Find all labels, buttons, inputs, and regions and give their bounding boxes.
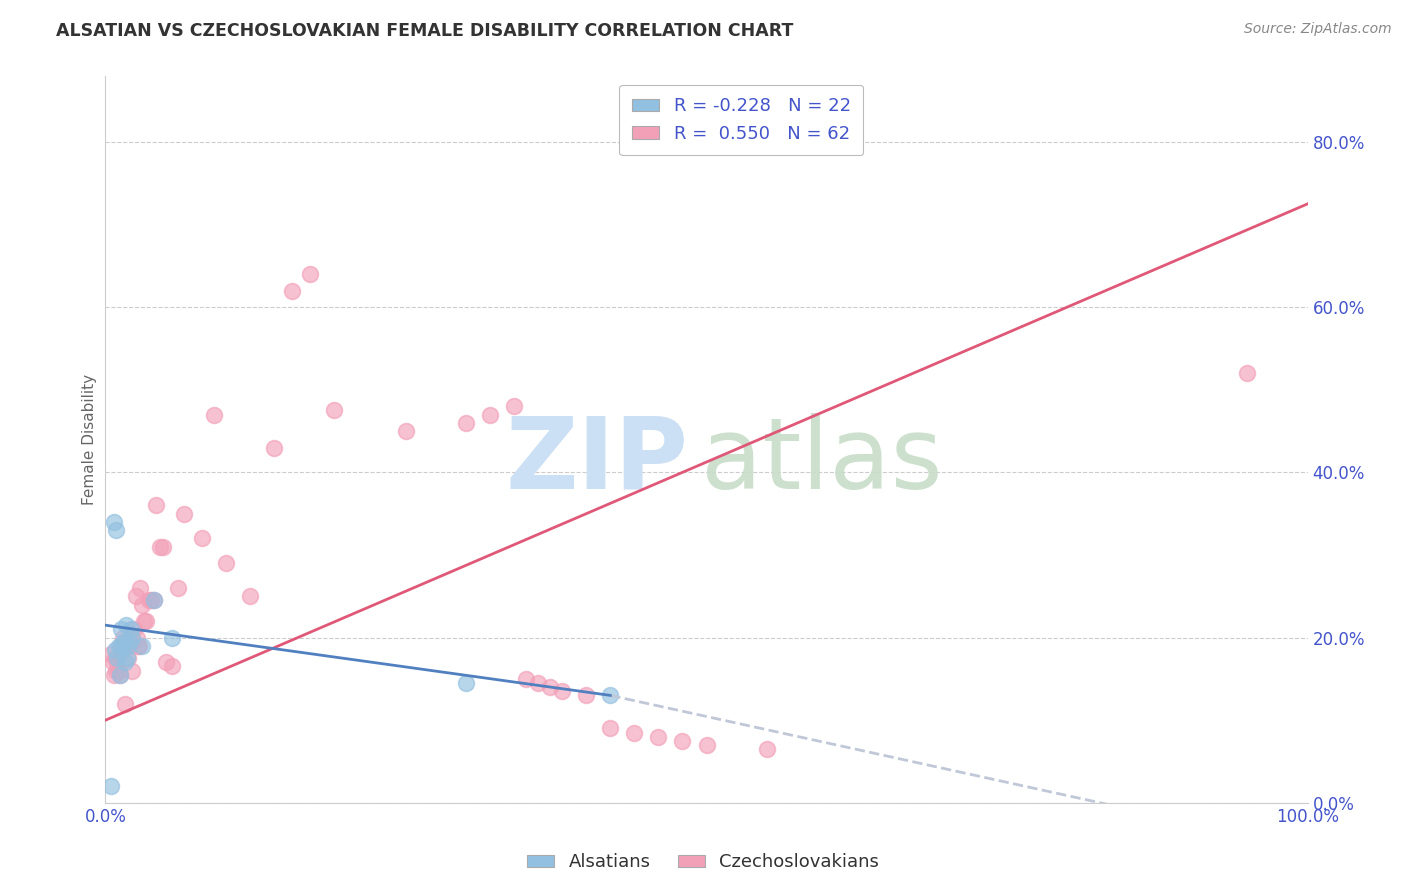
Point (107, 656, 129, 670)
Point (114, 697, 136, 711)
Point (128, 639, 150, 653)
Point (117, 651, 139, 665)
Point (142, 593, 165, 607)
Point (575, 689, 598, 703)
Point (105, 523, 128, 537)
Point (125, 631, 148, 645)
Point (623, 725, 645, 739)
Point (599, 722, 621, 736)
Point (135, 614, 157, 628)
Point (115, 651, 138, 665)
Point (118, 639, 141, 653)
Point (103, 667, 125, 681)
Point (454, 416, 477, 430)
Point (202, 408, 225, 422)
Point (100, 647, 122, 661)
Point (152, 540, 174, 554)
Point (214, 556, 236, 570)
Point (115, 618, 138, 632)
Point (131, 598, 153, 612)
Point (263, 441, 285, 455)
Point (112, 634, 135, 648)
Point (139, 593, 162, 607)
Point (110, 639, 132, 653)
Point (129, 581, 152, 595)
Point (281, 284, 304, 298)
Point (105, 664, 128, 678)
Point (671, 734, 693, 748)
Text: atlas: atlas (700, 413, 942, 509)
Point (117, 639, 139, 653)
Point (114, 656, 136, 670)
Point (1236, 366, 1258, 380)
Point (166, 581, 188, 595)
Point (107, 639, 129, 653)
Point (112, 631, 135, 645)
Point (108, 667, 131, 681)
Point (239, 589, 262, 603)
Point (647, 730, 669, 744)
Point (108, 667, 131, 681)
Text: ZIP: ZIP (506, 413, 689, 509)
Text: ALSATIAN VS CZECHOSLOVAKIAN FEMALE DISABILITY CORRELATION CHART: ALSATIAN VS CZECHOSLOVAKIAN FEMALE DISAB… (56, 22, 793, 40)
Point (100, 779, 122, 793)
Y-axis label: Female Disability: Female Disability (82, 374, 97, 505)
Point (599, 689, 621, 703)
Point (538, 680, 561, 694)
Legend: Alsatians, Czechoslovakians: Alsatians, Czechoslovakians (520, 847, 886, 879)
Point (111, 643, 134, 657)
Point (101, 656, 124, 670)
Point (132, 614, 155, 628)
Point (160, 659, 183, 673)
Point (755, 742, 778, 756)
Point (551, 684, 574, 698)
Point (124, 623, 146, 637)
Point (103, 515, 125, 529)
Point (121, 664, 143, 678)
Point (120, 631, 142, 645)
Point (122, 634, 145, 648)
Point (111, 639, 134, 653)
Point (104, 651, 127, 665)
Point (127, 639, 149, 653)
Legend: R = -0.228   N = 22, R =  0.550   N = 62: R = -0.228 N = 22, R = 0.550 N = 62 (620, 85, 863, 155)
Point (190, 532, 212, 546)
Point (322, 403, 344, 417)
Point (145, 499, 167, 513)
Point (118, 634, 141, 648)
Point (120, 623, 142, 637)
Point (110, 623, 132, 637)
Point (104, 643, 127, 657)
Point (515, 672, 537, 686)
Point (160, 631, 183, 645)
Point (115, 634, 138, 648)
Point (121, 631, 143, 645)
Point (148, 540, 170, 554)
Point (173, 507, 195, 521)
Text: Source: ZipAtlas.com: Source: ZipAtlas.com (1244, 22, 1392, 37)
Point (503, 399, 526, 413)
Point (107, 664, 129, 678)
Point (124, 589, 146, 603)
Point (454, 676, 477, 690)
Point (696, 738, 718, 752)
Point (138, 593, 160, 607)
Point (107, 651, 129, 665)
Point (115, 639, 138, 653)
Point (395, 424, 418, 438)
Point (131, 639, 153, 653)
Point (479, 408, 502, 422)
Point (298, 267, 321, 281)
Point (142, 593, 165, 607)
Point (527, 676, 550, 690)
Point (155, 656, 177, 670)
